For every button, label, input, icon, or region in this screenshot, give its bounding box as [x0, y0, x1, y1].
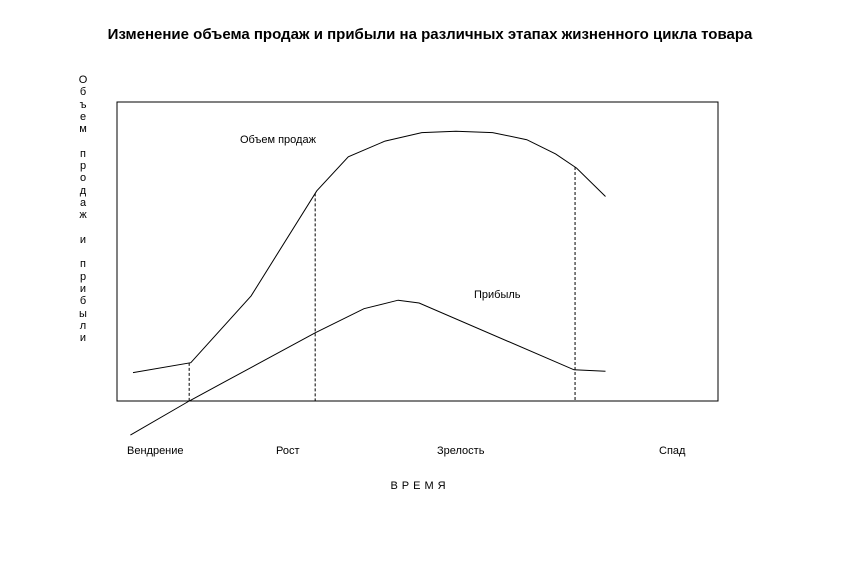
series-label-sales: Объем продаж: [240, 134, 316, 146]
sales-volume-line: [132, 130, 606, 374]
stage-label-introduction: Вендрение: [127, 445, 184, 457]
stage-label-maturity: Зрелость: [437, 445, 485, 457]
profit-line: [130, 299, 606, 436]
x-axis-label: ВРЕМЯ: [390, 480, 450, 492]
series-label-profit: Прибыль: [474, 289, 521, 301]
stage-label-decline: Спад: [659, 445, 686, 457]
stage-label-growth: Рост: [276, 445, 300, 457]
plot-frame: [116, 101, 719, 402]
chart-title: Изменение объема продаж и прибыли на раз…: [107, 26, 753, 43]
y-axis-label: О б ъ е м п р о д а ж и п р и б ы л и: [78, 74, 88, 345]
